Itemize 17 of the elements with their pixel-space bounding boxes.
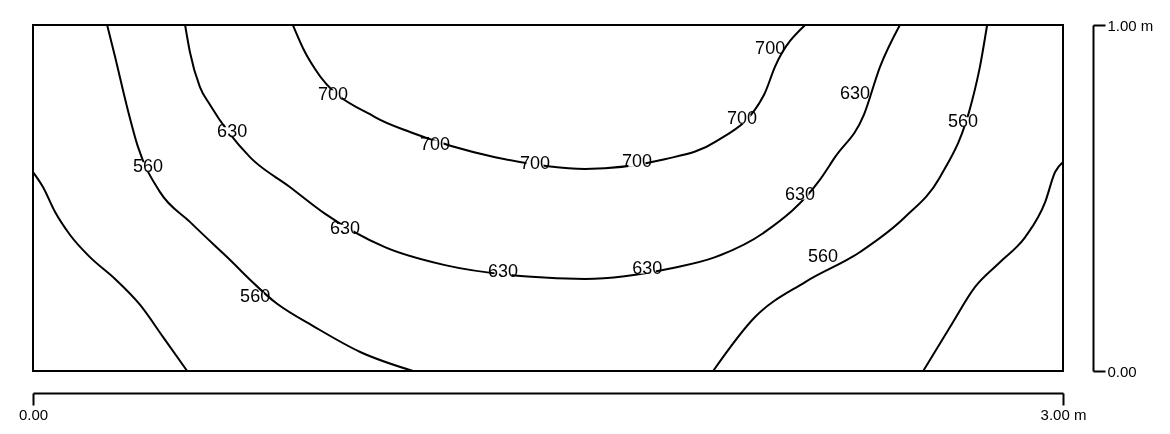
annotation: 630 [632,257,663,278]
annotation: 560 [132,155,164,176]
annotation: 560 [240,285,271,306]
x-tick-label: 3.00 m [1040,405,1087,423]
annotation: 630 [217,120,248,141]
annotation: 700 [621,151,652,172]
annotation: 700 [726,108,758,129]
annotation: 630 [784,183,816,204]
annotation: 700 [755,37,786,58]
annotation: 560 [807,246,839,267]
annotation: 560 [948,110,979,131]
annotation: 700 [519,153,550,174]
annotation: 630 [330,218,361,239]
annotation: 700 [318,83,349,104]
annotation: 630 [488,261,519,282]
annotation: 630 [839,82,870,103]
y-tick-label: 1.00 m [1107,16,1154,34]
